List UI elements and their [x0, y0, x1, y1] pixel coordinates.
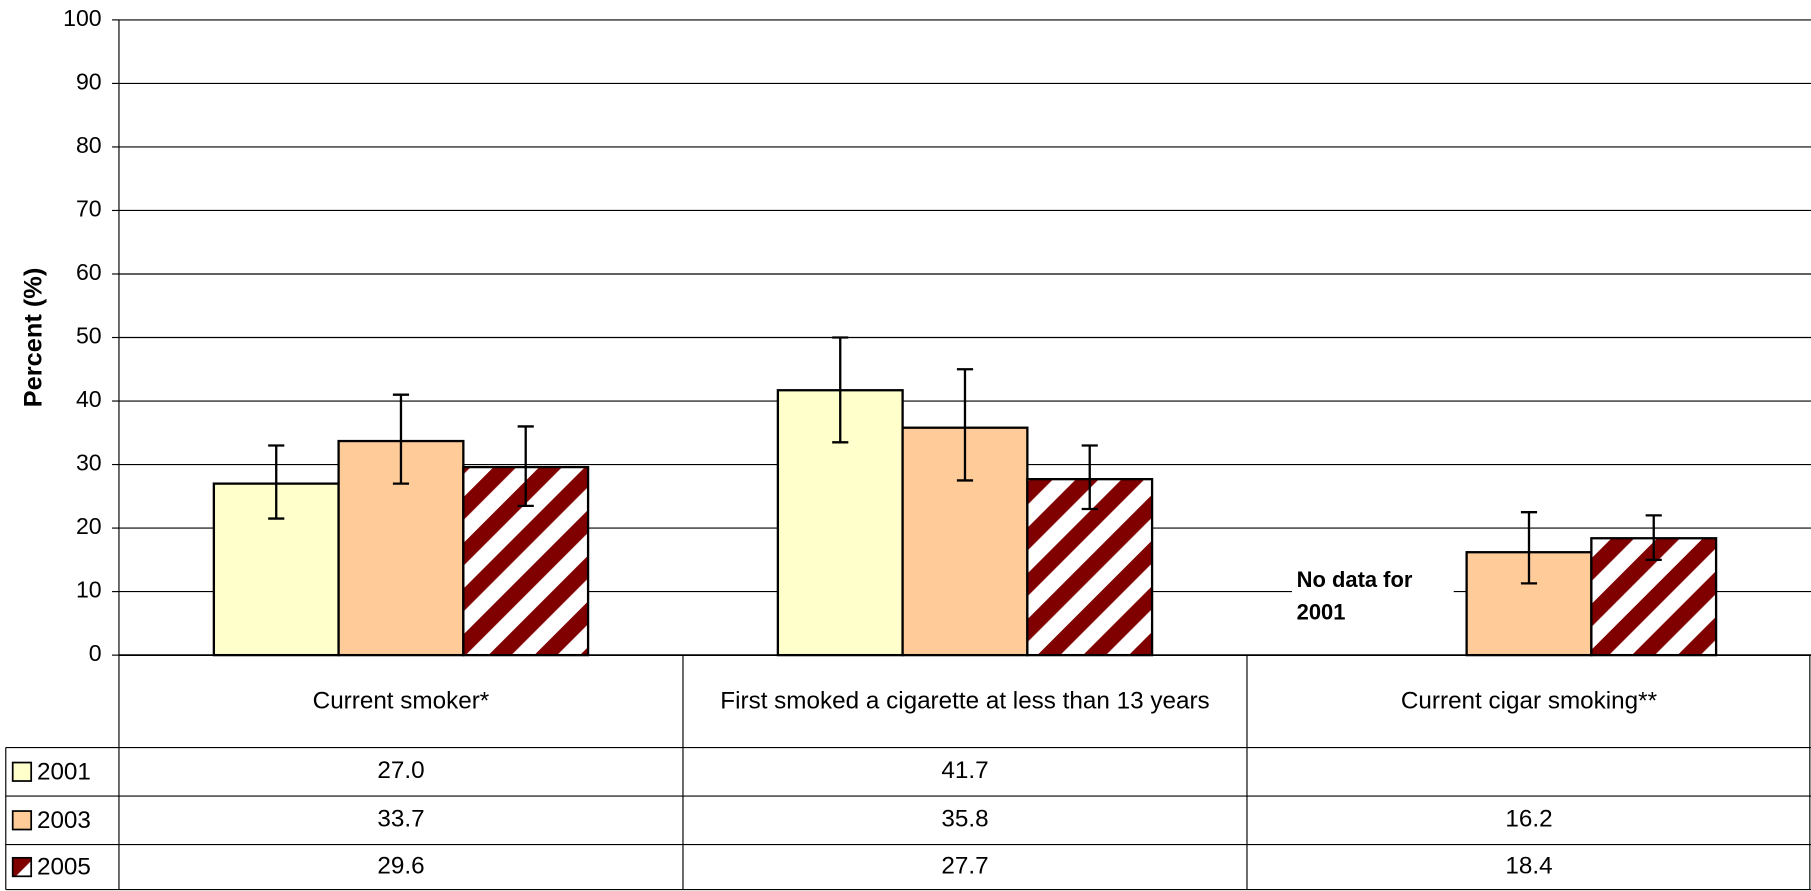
- category-cell: First smoked a cigarette at less than 13…: [720, 687, 1210, 715]
- table-value: 33.7: [377, 806, 424, 833]
- error-bar: [832, 336, 849, 444]
- y-tick-label: 60: [76, 259, 102, 285]
- y-tick-label: 90: [76, 69, 102, 95]
- y-tick-label: 20: [76, 513, 102, 539]
- y-axis-title: Percent (%): [19, 268, 47, 408]
- error-bar: [1081, 444, 1098, 511]
- y-tick-label: 50: [76, 323, 102, 349]
- legend-swatch: [11, 810, 33, 831]
- table-value: 29.6: [377, 852, 424, 879]
- annotation-bg: [1292, 566, 1454, 599]
- legend-swatch: [11, 856, 33, 878]
- error-bar: [956, 368, 974, 482]
- table-value: 41.7: [941, 757, 988, 784]
- error-bar: [1520, 511, 1538, 585]
- y-tick-label: 40: [76, 386, 102, 412]
- y-tick-label: 80: [76, 132, 102, 158]
- y-tick-label: 70: [76, 196, 102, 222]
- table-value: 35.8: [941, 806, 988, 833]
- x-tick-label: First smoked a cigarette at less than 13…: [720, 687, 1210, 715]
- error-bar: [1645, 514, 1662, 561]
- error-bar: [517, 425, 534, 508]
- y-tick-label: 10: [76, 577, 102, 603]
- legend-label: 2005: [37, 854, 91, 881]
- table-value: 18.4: [1505, 852, 1552, 879]
- x-tick-label: Current cigar smoking**: [1400, 687, 1658, 715]
- category-cell: Current smoker*: [312, 687, 490, 715]
- category-cell: Current cigar smoking**: [1400, 687, 1658, 715]
- table-value: 27.7: [941, 852, 988, 879]
- legend-swatch: [11, 761, 33, 782]
- table-value: 16.2: [1505, 806, 1552, 833]
- annotation-bg: [1292, 598, 1454, 631]
- error-bar: [268, 444, 285, 520]
- x-tick-label: Current smoker*: [312, 687, 490, 715]
- annotation: 2001: [1297, 599, 1346, 624]
- error-bar: [392, 393, 410, 485]
- y-tick-label: 30: [76, 450, 102, 476]
- legend-label: 2001: [37, 758, 91, 785]
- y-tick-label: 0: [89, 640, 102, 666]
- y-tick-label: 100: [63, 5, 102, 31]
- legend-label: 2003: [37, 807, 91, 834]
- annotation: No data for: [1297, 567, 1413, 592]
- table-value: 27.0: [377, 757, 424, 784]
